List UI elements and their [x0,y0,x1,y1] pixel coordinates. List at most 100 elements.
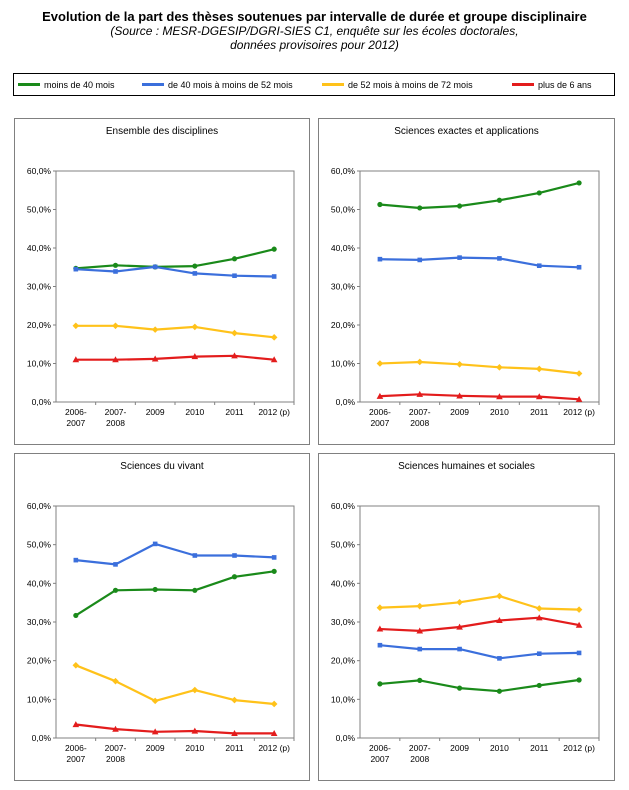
data-point-over-6 [456,392,463,399]
data-point-40-52 [73,266,79,272]
data-point-40-52 [536,651,542,657]
data-point-52-72 [270,334,278,341]
chart-panel-sciences-exactes: Sciences exactes et applications 0,0% 10,0… [318,118,615,445]
y-tick-label: 20,0% [27,320,52,330]
series-line-40-52 [75,265,275,278]
chart-svg: Sciences exactes et applications 0,0% 10,0… [331,126,600,428]
x-tick-label: 2011 [225,743,244,753]
data-point-40-52 [417,257,423,263]
series-line-40-52 [75,542,275,566]
y-tick-label: 40,0% [27,578,52,588]
y-tick-label: 0,0% [32,397,52,407]
data-point-over-6 [191,727,199,734]
data-point-less-40 [112,587,119,593]
data-point-over-6 [191,353,199,360]
data-point-less-40 [576,180,582,186]
data-point-less-40 [377,681,383,687]
y-tick-label: 40,0% [331,243,356,253]
y-tick-label: 0,0% [336,733,356,743]
data-point-less-40 [456,203,463,209]
data-point-over-6 [270,356,278,363]
y-tick-label: 50,0% [27,205,52,215]
chart-svg: Ensemble des disciplines 0,0% 10,0% 20,0% 30… [27,126,295,428]
data-point-40-52 [576,650,582,656]
x-tick-label: 2010 [185,407,204,417]
data-point-over-6 [112,356,119,363]
y-tick-label: 50,0% [27,540,52,550]
chart-panel-sciences-vivant: Sciences du vivant 0,0% 10,0% 20,0% 30,0% 40,… [14,453,310,781]
data-point-40-52 [536,263,542,269]
data-point-less-40 [271,568,277,574]
data-point-40-52 [113,562,118,567]
data-point-40-52 [377,642,383,648]
data-point-less-40 [231,256,238,262]
series-line-less-40 [75,570,275,617]
x-tick-label: 2007-2008 [409,743,431,764]
data-point-over-6 [151,728,159,735]
chart-panel-sciences-humaines: Sciences humaines et sociales 0,0% 10,0% 20… [318,453,615,781]
y-tick-label: 10,0% [27,359,52,369]
chart-title: Sciences exactes et applications [394,126,539,137]
subtitle-note: données provisoires pour 2012) [230,38,399,52]
data-point-over-6 [270,729,278,736]
legend-label: de 40 mois à moins de 52 mois [168,79,293,90]
series-line-over-6 [379,393,580,401]
x-tick-label: 2009 [146,407,165,417]
data-point-less-40 [192,587,198,593]
data-point-52-72 [376,604,384,611]
legend-label: plus de 6 ans [538,79,592,90]
data-point-40-52 [497,256,502,261]
data-point-40-52 [576,264,582,270]
data-point-52-72 [575,606,583,613]
chart-panel-ensemble: Ensemble des disciplines 0,0% 10,0% 20,0% 30… [14,118,310,445]
data-point-over-6 [231,352,238,359]
series-line-52-72 [379,595,580,611]
y-tick-label: 60,0% [27,501,52,511]
legend-label: moins de 40 mois [44,79,115,90]
legend: moins de 40 mois de 40 mois à moins de 5… [13,73,615,96]
legend-swatch [322,83,344,86]
data-point-40-52 [152,264,158,270]
y-tick-label: 60,0% [331,166,356,176]
data-point-52-72 [191,686,199,694]
data-point-40-52 [73,557,79,563]
y-tick-label: 30,0% [331,282,356,292]
x-tick-label: 2010 [185,743,204,753]
x-tick-label: 2012 (p) [563,407,595,417]
data-point-52-72 [72,322,80,330]
page-title: Evolution de la part des thèses soutenue… [42,9,587,24]
y-tick-label: 30,0% [27,282,52,292]
series-line-40-52 [379,256,580,269]
data-point-52-72 [456,598,463,606]
x-tick-label: 2011 [530,743,549,753]
data-point-52-72 [496,592,503,600]
data-point-less-40 [73,612,79,619]
y-tick-label: 20,0% [27,656,52,666]
data-point-52-72 [72,662,80,669]
x-tick-label: 2007-2008 [105,743,127,764]
x-tick-label: 2007-2008 [105,407,127,428]
data-point-52-72 [496,364,503,371]
y-tick-label: 10,0% [331,694,356,704]
series-line-52-72 [379,360,580,375]
chart-svg: Sciences du vivant 0,0% 10,0% 20,0% 30,0% 40,… [27,461,295,764]
chart-title: Sciences du vivant [120,461,204,472]
data-point-less-40 [231,574,238,580]
x-tick-label: 2007-2008 [409,407,431,428]
data-point-40-52 [457,646,462,652]
y-tick-label: 40,0% [331,578,356,588]
legend-swatch [142,83,164,86]
data-point-over-6 [376,625,384,632]
data-point-52-72 [112,677,119,685]
y-tick-label: 40,0% [27,243,52,253]
legend-item-less-40: moins de 40 mois [18,74,115,95]
series-line-less-40 [379,181,580,210]
y-tick-label: 30,0% [331,617,356,627]
chart-title: Sciences humaines et sociales [398,461,535,472]
data-point-40-52 [113,269,118,274]
x-tick-label: 2006-2007 [369,743,391,764]
data-point-52-72 [231,696,238,704]
data-point-over-6 [535,393,543,400]
y-tick-label: 60,0% [331,501,356,511]
x-tick-label: 2006-2007 [369,407,391,428]
